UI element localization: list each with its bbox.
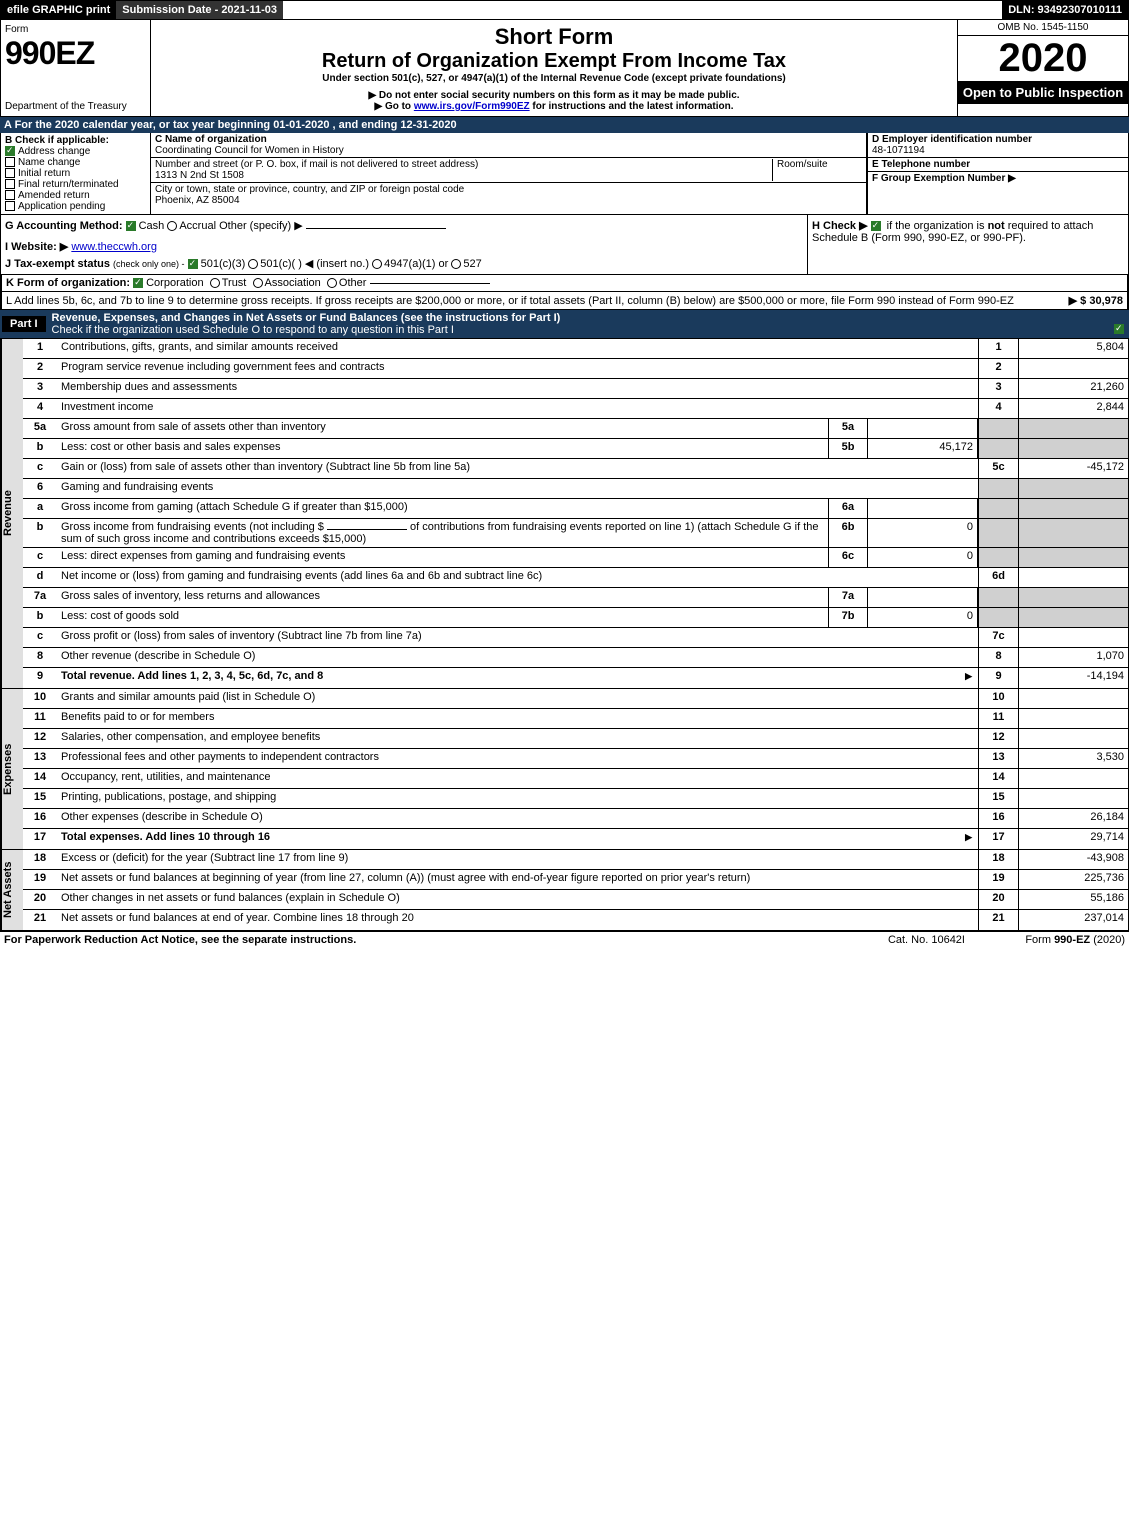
c-name-label: C Name of organization bbox=[155, 134, 267, 145]
chk-application-pending[interactable] bbox=[5, 201, 15, 211]
chk-corporation[interactable] bbox=[133, 278, 143, 288]
chk-accrual[interactable] bbox=[167, 221, 177, 231]
org-street: 1313 N 2nd St 1508 bbox=[155, 170, 244, 181]
gross-receipts-value: ▶ $ 30,978 bbox=[1069, 294, 1123, 307]
efile-label: efile GRAPHIC print bbox=[1, 1, 116, 19]
chk-4947[interactable] bbox=[372, 259, 382, 269]
val-20: 55,186 bbox=[1018, 890, 1128, 909]
b-heading: B Check if applicable: bbox=[5, 135, 146, 146]
revenue-table: Revenue 1Contributions, gifts, grants, a… bbox=[0, 338, 1129, 689]
chk-association[interactable] bbox=[253, 278, 263, 288]
under-section: Under section 501(c), 527, or 4947(a)(1)… bbox=[155, 73, 953, 84]
no-ssn-note: ▶ Do not enter social security numbers o… bbox=[155, 90, 953, 101]
short-form-title: Short Form bbox=[155, 24, 953, 50]
c-street-label: Number and street (or P. O. box, if mail… bbox=[155, 159, 478, 170]
chk-schedule-o[interactable] bbox=[1114, 324, 1124, 334]
dept-label: Department of the Treasury bbox=[5, 101, 146, 112]
submission-date: Submission Date - 2021-11-03 bbox=[116, 1, 283, 19]
form-number: 990EZ bbox=[5, 35, 146, 72]
val-3: 21,260 bbox=[1018, 379, 1128, 398]
line-l: L Add lines 5b, 6c, and 7b to line 9 to … bbox=[0, 292, 1129, 310]
val-8: 1,070 bbox=[1018, 648, 1128, 667]
section-c: C Name of organization Coordinating Coun… bbox=[151, 133, 868, 214]
f-label: F Group Exemption Number ▶ bbox=[872, 173, 1016, 184]
irs-link[interactable]: www.irs.gov/Form990EZ bbox=[414, 101, 530, 112]
chk-other-org[interactable] bbox=[327, 278, 337, 288]
line-j: J Tax-exempt status (check only one) - 5… bbox=[5, 257, 803, 270]
val-21: 237,014 bbox=[1018, 910, 1128, 930]
part1-header: Part I Revenue, Expenses, and Changes in… bbox=[0, 310, 1129, 338]
line-g: G Accounting Method: Cash Accrual Other … bbox=[5, 219, 803, 232]
chk-501c3[interactable] bbox=[188, 259, 198, 269]
part1-tab: Part I bbox=[2, 316, 46, 332]
d-label: D Employer identification number bbox=[872, 134, 1032, 145]
val-2 bbox=[1018, 359, 1128, 378]
chk-501c[interactable] bbox=[248, 259, 258, 269]
chk-address-change[interactable] bbox=[5, 146, 15, 156]
chk-initial-return[interactable] bbox=[5, 168, 15, 178]
ein-value: 48-1071194 bbox=[872, 145, 925, 156]
revenue-side-label: Revenue bbox=[1, 339, 23, 688]
netassets-side-label: Net Assets bbox=[1, 850, 23, 930]
part1-checkline: Check if the organization used Schedule … bbox=[52, 324, 1110, 336]
chk-527[interactable] bbox=[451, 259, 461, 269]
val-6c: 0 bbox=[868, 548, 978, 567]
val-19: 225,736 bbox=[1018, 870, 1128, 889]
c-city-label: City or town, state or province, country… bbox=[155, 184, 464, 195]
tax-year: 2020 bbox=[958, 36, 1128, 81]
footer-left: For Paperwork Reduction Act Notice, see … bbox=[4, 934, 888, 946]
gh-row: G Accounting Method: Cash Accrual Other … bbox=[0, 215, 1129, 275]
efile-topbar: efile GRAPHIC print Submission Date - 20… bbox=[0, 0, 1129, 20]
open-public-badge: Open to Public Inspection bbox=[958, 81, 1128, 104]
val-5c: -45,172 bbox=[1018, 459, 1128, 478]
omb-number: OMB No. 1545-1150 bbox=[958, 20, 1128, 36]
val-9: -14,194 bbox=[1018, 668, 1128, 688]
val-17: 29,714 bbox=[1018, 829, 1128, 849]
val-4: 2,844 bbox=[1018, 399, 1128, 418]
netassets-table: Net Assets 18Excess or (deficit) for the… bbox=[0, 850, 1129, 931]
line-i: I Website: ▶ www.theccwh.org bbox=[5, 240, 803, 253]
e-label: E Telephone number bbox=[872, 159, 970, 170]
org-name: Coordinating Council for Women in Histor… bbox=[155, 145, 344, 156]
chk-schedule-b[interactable] bbox=[871, 221, 881, 231]
form-word: Form bbox=[5, 24, 146, 35]
chk-final-return[interactable] bbox=[5, 179, 15, 189]
website-link[interactable]: www.theccwh.org bbox=[71, 241, 157, 253]
val-16: 26,184 bbox=[1018, 809, 1128, 828]
dln-value: DLN: 93492307010111 bbox=[1002, 1, 1128, 19]
val-6b: 0 bbox=[868, 519, 978, 547]
org-info-grid: B Check if applicable: Address change Na… bbox=[0, 133, 1129, 215]
footer-catno: Cat. No. 10642I bbox=[888, 934, 965, 946]
footer-right: Form 990-EZ (2020) bbox=[965, 934, 1125, 946]
section-b: B Check if applicable: Address change Na… bbox=[1, 133, 151, 214]
line-a-period: A For the 2020 calendar year, or tax yea… bbox=[0, 117, 1129, 133]
return-title: Return of Organization Exempt From Incom… bbox=[155, 50, 953, 73]
val-7b: 0 bbox=[868, 608, 978, 627]
page-footer: For Paperwork Reduction Act Notice, see … bbox=[0, 931, 1129, 948]
chk-name-change[interactable] bbox=[5, 157, 15, 167]
line-k: K Form of organization: Corporation Trus… bbox=[0, 275, 1129, 292]
part1-title: Revenue, Expenses, and Changes in Net As… bbox=[52, 312, 1127, 324]
section-def: D Employer identification number 48-1071… bbox=[868, 133, 1128, 214]
val-5b: 45,172 bbox=[868, 439, 978, 458]
line-h: H Check ▶ if the organization is not req… bbox=[808, 215, 1128, 274]
room-label: Room/suite bbox=[777, 159, 828, 170]
expenses-table: Expenses 10Grants and similar amounts pa… bbox=[0, 689, 1129, 850]
line-a-text: A For the 2020 calendar year, or tax yea… bbox=[4, 119, 457, 131]
goto-note: ▶ Go to www.irs.gov/Form990EZ for instru… bbox=[155, 101, 953, 112]
chk-trust[interactable] bbox=[210, 278, 220, 288]
form-header: Form 990EZ Department of the Treasury Sh… bbox=[0, 20, 1129, 117]
chk-cash[interactable] bbox=[126, 221, 136, 231]
chk-amended-return[interactable] bbox=[5, 190, 15, 200]
org-city: Phoenix, AZ 85004 bbox=[155, 195, 240, 206]
val-1: 5,804 bbox=[1018, 339, 1128, 358]
expenses-side-label: Expenses bbox=[1, 689, 23, 849]
val-13: 3,530 bbox=[1018, 749, 1128, 768]
val-18: -43,908 bbox=[1018, 850, 1128, 869]
